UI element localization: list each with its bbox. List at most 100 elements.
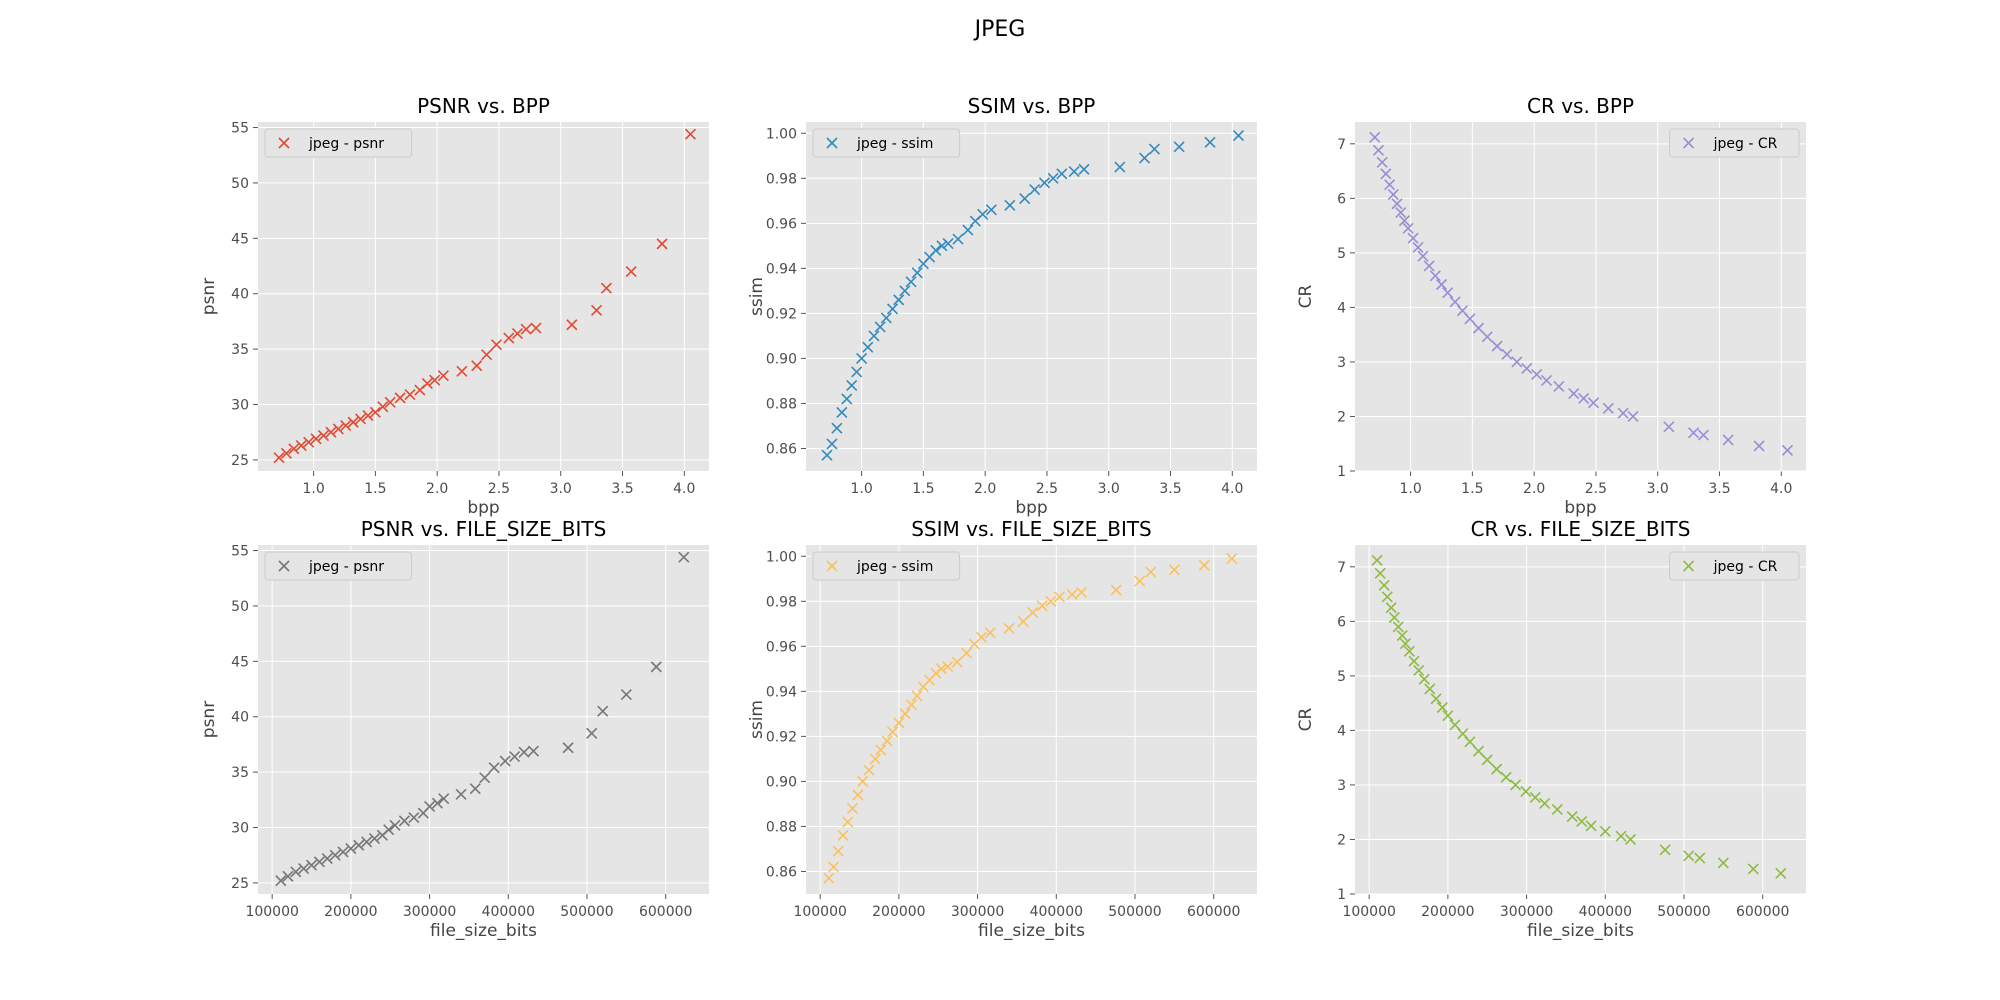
data-point bbox=[431, 797, 444, 809]
data-point bbox=[1372, 144, 1385, 156]
data-point bbox=[899, 285, 911, 297]
data-point bbox=[862, 341, 874, 353]
y-tick-label: 0.88 bbox=[766, 819, 797, 835]
data-point bbox=[1687, 427, 1700, 439]
data-point bbox=[1413, 664, 1425, 676]
x-tick-label: 500000 bbox=[1657, 904, 1710, 920]
data-point bbox=[1568, 387, 1580, 400]
data-point bbox=[952, 233, 964, 245]
data-point bbox=[303, 436, 315, 448]
x-axis-label: bpp bbox=[1564, 498, 1596, 518]
data-point bbox=[1615, 830, 1627, 842]
legend: jpeg - ssim bbox=[812, 551, 961, 581]
data-point bbox=[398, 815, 410, 827]
data-point bbox=[1391, 198, 1403, 210]
data-point bbox=[1481, 754, 1493, 766]
data-point bbox=[362, 410, 374, 422]
data-point bbox=[1617, 407, 1629, 419]
data-point bbox=[1435, 278, 1448, 291]
data-point bbox=[827, 861, 840, 873]
data-point bbox=[684, 128, 697, 140]
legend-label: jpeg - psnr bbox=[308, 559, 384, 575]
data-point bbox=[678, 551, 690, 563]
x-tick-label: 1.5 bbox=[912, 481, 934, 497]
subplot-6: 100000 200000 300000 400000 500000 600000 1 2 3 4… bbox=[1296, 517, 1806, 941]
y-tick-label: 0.86 bbox=[766, 441, 797, 457]
y-tick-label: 50 bbox=[231, 176, 249, 192]
data-point bbox=[887, 726, 899, 738]
data-point bbox=[857, 775, 869, 787]
data-point bbox=[1531, 368, 1543, 381]
data-point bbox=[821, 449, 833, 461]
data-point bbox=[499, 755, 511, 767]
y-tick-label: 0.94 bbox=[766, 261, 797, 277]
legend: jpeg - psnr bbox=[264, 128, 413, 158]
data-point bbox=[290, 866, 302, 878]
data-point bbox=[874, 321, 886, 333]
data-point bbox=[936, 240, 948, 252]
x-tick-label: 100000 bbox=[245, 904, 298, 920]
data-point bbox=[332, 423, 344, 435]
y-tick-label: 40 bbox=[231, 287, 249, 303]
subplot-1: 1.0 1.5 2.0 2.5 3.0 3.5 4.0 25 30 35 40 45 50 55 PSNR … bbox=[199, 94, 709, 518]
data-point bbox=[893, 294, 905, 306]
data-point bbox=[960, 647, 973, 659]
y-axis-label: psnr bbox=[199, 701, 219, 738]
x-tick-label: 100000 bbox=[1342, 904, 1395, 920]
data-point bbox=[1429, 270, 1441, 282]
data-point bbox=[1529, 791, 1541, 804]
legend: jpeg - ssim bbox=[812, 128, 961, 158]
x-axis-label: file_size_bits bbox=[1527, 921, 1634, 941]
y-tick-label: 25 bbox=[231, 876, 249, 892]
x-tick-label: 1.0 bbox=[850, 481, 872, 497]
data-point bbox=[1198, 559, 1210, 571]
data-point bbox=[1697, 429, 1710, 441]
data-point bbox=[518, 746, 530, 758]
data-point bbox=[437, 370, 449, 382]
data-point bbox=[481, 349, 493, 361]
data-point bbox=[836, 406, 848, 419]
data-point bbox=[1398, 215, 1410, 227]
data-point bbox=[421, 377, 433, 390]
data-point bbox=[1017, 615, 1029, 628]
data-point bbox=[1134, 575, 1146, 587]
data-point bbox=[856, 352, 868, 364]
data-point bbox=[527, 745, 540, 757]
data-point bbox=[1449, 296, 1461, 308]
subplot-title: CR vs. FILE_SIZE_BITS bbox=[1471, 517, 1691, 541]
data-point bbox=[1038, 177, 1051, 189]
data-point bbox=[313, 856, 325, 868]
data-point bbox=[1148, 143, 1161, 155]
data-point bbox=[1587, 397, 1600, 409]
x-axis-label: bpp bbox=[1015, 498, 1047, 518]
data-point bbox=[337, 846, 349, 858]
data-point bbox=[479, 772, 491, 784]
data-point bbox=[1385, 602, 1397, 614]
data-point bbox=[1694, 852, 1706, 864]
legend-label: jpeg - psnr bbox=[308, 136, 384, 152]
data-point bbox=[1380, 168, 1392, 180]
data-point bbox=[280, 447, 292, 459]
data-point bbox=[1436, 701, 1448, 714]
data-point bbox=[1472, 322, 1485, 334]
data-point bbox=[1599, 825, 1611, 837]
data-point bbox=[1407, 232, 1419, 244]
y-tick-label: 30 bbox=[231, 398, 249, 414]
x-tick-label: 500000 bbox=[1108, 904, 1161, 920]
subplot-5: 100000 200000 300000 400000 500000 600000 0.86… bbox=[747, 517, 1257, 941]
data-point bbox=[310, 433, 322, 445]
x-tick-label: 400000 bbox=[1030, 904, 1083, 920]
data-point bbox=[1036, 600, 1048, 612]
subplot-3: 1.0 1.5 2.0 2.5 3.0 3.5 4.0 1 2 3 4 5 6 7 CR vs. BPP bp… bbox=[1296, 94, 1806, 518]
data-point bbox=[984, 627, 996, 639]
y-tick-label: 45 bbox=[231, 231, 249, 247]
data-point bbox=[1412, 241, 1424, 253]
data-point bbox=[438, 793, 450, 805]
data-point bbox=[394, 392, 406, 404]
data-point bbox=[880, 312, 892, 324]
plot-area bbox=[1355, 122, 1806, 471]
x-tick-label: 200000 bbox=[1421, 904, 1474, 920]
data-point bbox=[1204, 136, 1216, 148]
data-point bbox=[1384, 179, 1396, 191]
data-point bbox=[1491, 340, 1503, 352]
